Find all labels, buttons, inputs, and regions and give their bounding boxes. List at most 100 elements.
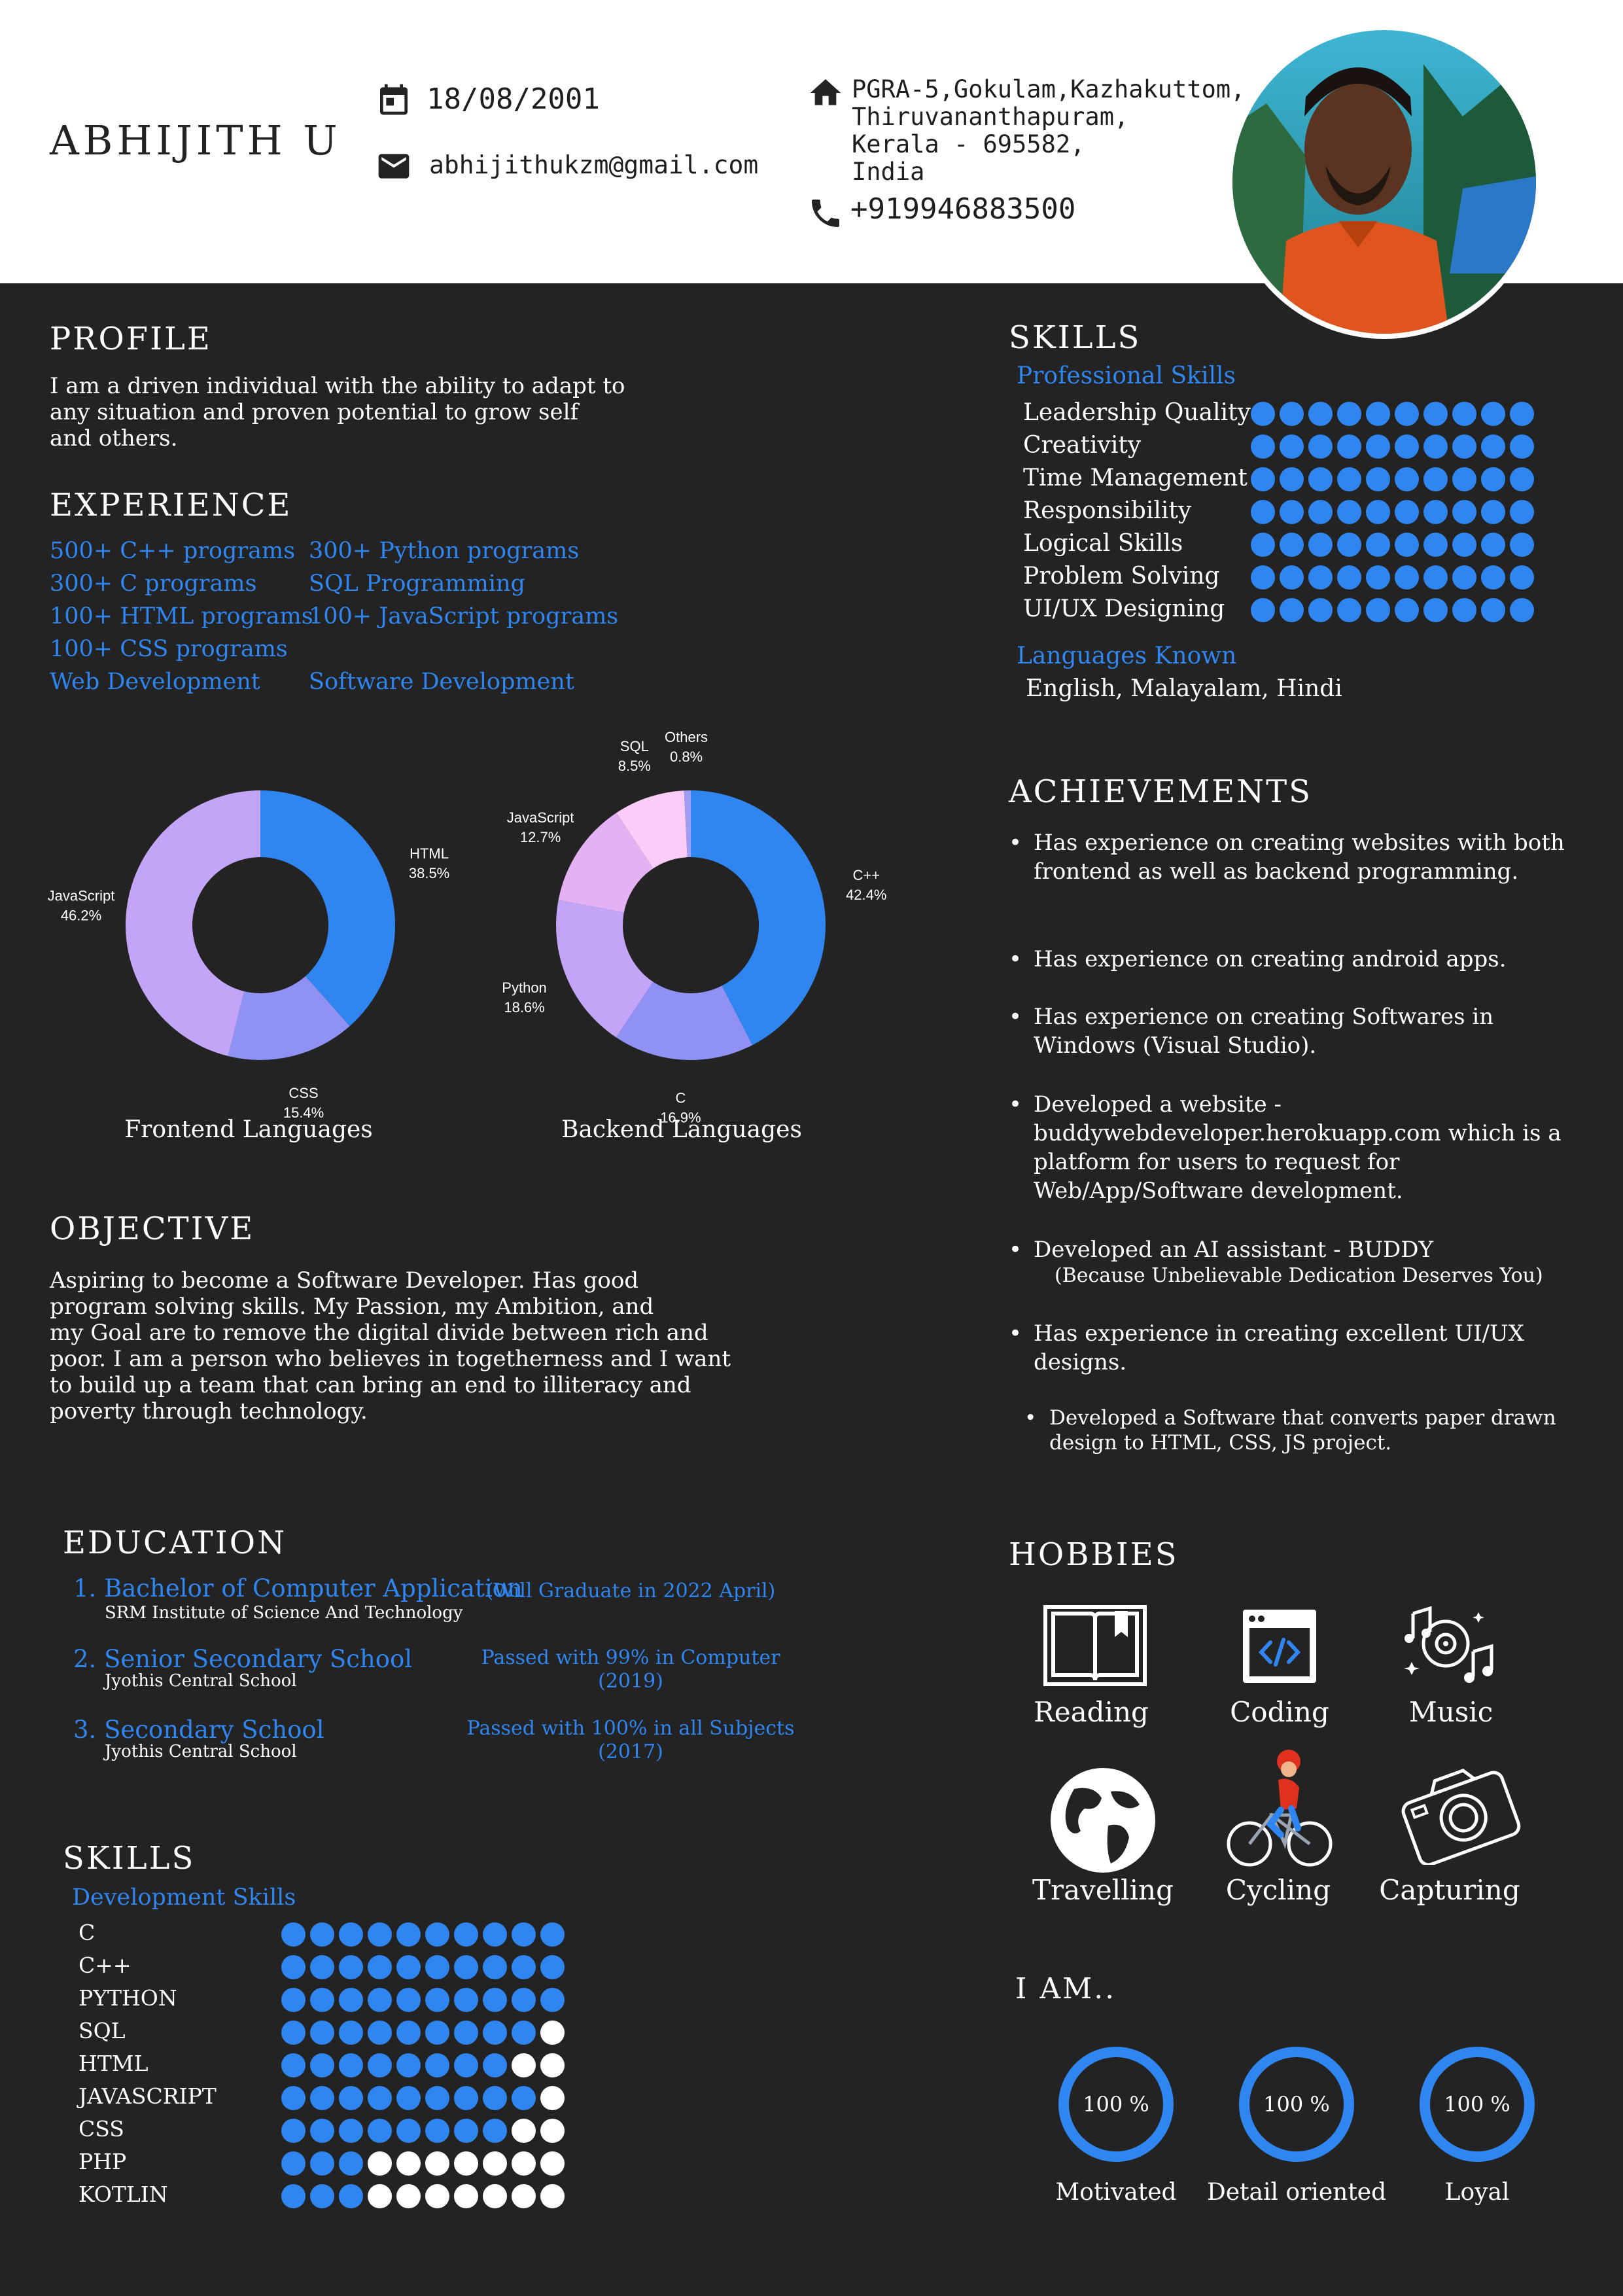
- progress-ring-value: 100 %: [1263, 2092, 1330, 2117]
- rating-dot-filled: [483, 2119, 507, 2143]
- rating-dot-filled: [1423, 467, 1448, 491]
- rating-dot-filled: [1366, 434, 1390, 459]
- education-note: Passed with 99% in Computer (2019): [481, 1646, 780, 1693]
- rating-dot-filled: [1308, 467, 1333, 491]
- rating-dot-empty: [425, 2184, 449, 2208]
- experience-item: SQL Programming: [309, 571, 525, 597]
- skill-label: PHP: [79, 2149, 127, 2174]
- skill-rating: [281, 2184, 565, 2208]
- rating-dot-filled: [1280, 500, 1304, 524]
- hobbies-title: HOBBIES: [1009, 1536, 1179, 1573]
- professional-skills-title: Professional Skills: [1017, 362, 1236, 389]
- rating-dot-empty: [512, 2151, 536, 2176]
- donut-slice: [616, 790, 688, 869]
- rating-dot-empty: [425, 2151, 449, 2176]
- rating-dot-filled: [1280, 434, 1304, 459]
- slice-value-label: 38.5%: [409, 865, 449, 881]
- rating-dot-filled: [281, 2086, 305, 2110]
- rating-dot-filled: [1280, 598, 1304, 622]
- rating-dot-filled: [1423, 500, 1448, 524]
- date-of-birth: 18/08/2001: [427, 82, 600, 116]
- rating-dot-filled: [339, 2184, 363, 2208]
- rating-dot-filled: [396, 1988, 421, 2012]
- rating-dot-filled: [281, 2151, 305, 2176]
- rating-dot-filled: [339, 1922, 363, 1947]
- slice-value-label: 8.5%: [618, 758, 651, 774]
- experience-item: 100+ HTML programs: [50, 603, 313, 629]
- rating-dot-filled: [1395, 565, 1419, 590]
- skill-label: C: [79, 1920, 96, 1945]
- rating-dot-filled: [1423, 598, 1448, 622]
- rating-dot-filled: [425, 2086, 449, 2110]
- progress-ring-graphic: [1420, 2047, 1535, 2162]
- skill-label: JAVASCRIPT: [79, 2083, 217, 2109]
- rating-dot-filled: [310, 1922, 334, 1947]
- rating-dot-filled: [1337, 598, 1361, 622]
- slice-value-label: 18.6%: [504, 999, 544, 1016]
- education-school: Jyothis Central School: [105, 1671, 297, 1691]
- rating-dot-filled: [483, 1988, 507, 2012]
- donut-slice: [228, 976, 350, 1060]
- languages-title: Languages Known: [1017, 643, 1237, 669]
- education-degree: 1. Bachelor of Computer Application: [73, 1574, 523, 1602]
- rating-dot-filled: [1481, 598, 1505, 622]
- skill-label: KOTLIN: [79, 2181, 168, 2207]
- education-title: EDUCATION: [63, 1525, 287, 1561]
- rating-dot-empty: [368, 2151, 392, 2176]
- rating-dot-empty: [512, 2053, 536, 2077]
- rating-dot-filled: [1452, 500, 1476, 524]
- skill-rating: [281, 2086, 565, 2110]
- skill-label: Creativity: [1023, 432, 1142, 459]
- backend-donut: C++ 42.4% C 16.9% Python 18.6% JavaScript 12.7%…: [502, 729, 886, 1125]
- slice-category-label: Others: [665, 729, 708, 745]
- experience-item: 300+ C programs: [50, 571, 257, 597]
- profile-photo: [1227, 25, 1541, 339]
- rating-dot-filled: [310, 1955, 334, 1979]
- rating-dot-filled: [540, 1955, 565, 1979]
- rating-dot-empty: [483, 2151, 507, 2176]
- rating-dot-empty: [540, 2119, 565, 2143]
- skill-rating: [281, 1922, 565, 1947]
- skill-rating: [1251, 434, 1534, 459]
- rating-dot-filled: [1452, 565, 1476, 590]
- rating-dot-filled: [425, 1988, 449, 2012]
- objective-line: poor. I am a person who believes in toge…: [50, 1346, 731, 1372]
- rating-dot-filled: [1423, 434, 1448, 459]
- rating-dot-filled: [1423, 565, 1448, 590]
- email-link[interactable]: abhijithukzm@gmail.com: [429, 150, 759, 179]
- skill-label: UI/UX Designing: [1023, 595, 1225, 622]
- rating-dot-filled: [512, 2021, 536, 2045]
- slice-category-label: C++: [852, 867, 880, 883]
- objective-text: Aspiring to become a Software Developer.…: [50, 1267, 743, 1424]
- phone-number[interactable]: +919946883500: [850, 192, 1076, 226]
- rating-dot-filled: [425, 2021, 449, 2045]
- education-school: Jyothis Central School: [105, 1742, 297, 1761]
- rating-dot-empty: [454, 2184, 478, 2208]
- skill-rating: [281, 1955, 565, 1979]
- progress-ring-arc: [1058, 2047, 1174, 2162]
- rating-dot-filled: [1481, 500, 1505, 524]
- skill-rating: [1251, 533, 1534, 557]
- objective-line: my Goal are to remove the digital divide…: [50, 1320, 708, 1346]
- experience-item: 500+ C++ programs: [50, 538, 296, 564]
- progress-ring-value: 100 %: [1083, 2092, 1149, 2117]
- experience-item: 100+ CSS programs: [50, 636, 288, 662]
- achievement-item: Has experience on creating websites with…: [1009, 828, 1570, 886]
- hobby-label: Capturing: [1379, 1874, 1520, 1906]
- hobby-label: Reading: [1034, 1696, 1149, 1728]
- progress-ring: 100 %: [1238, 2045, 1355, 2163]
- achievement-item: Developed a website - buddywebdeveloper.…: [1009, 1090, 1570, 1205]
- rating-dot-filled: [454, 1955, 478, 1979]
- rating-dot-filled: [483, 2053, 507, 2077]
- education-note: (Will Graduate in 2022 April): [485, 1580, 776, 1602]
- rating-dot-filled: [512, 1988, 536, 2012]
- hobby-label: Music: [1408, 1696, 1493, 1728]
- address-line: India: [852, 158, 925, 186]
- progress-ring-label: Motivated: [1055, 2179, 1177, 2206]
- slice-value-label: 16.9%: [660, 1110, 701, 1126]
- profile-text: I am a driven individual with the abilit…: [50, 373, 625, 451]
- rating-dot-filled: [512, 2086, 536, 2110]
- rating-dot-filled: [396, 2086, 421, 2110]
- rating-dot-filled: [1395, 500, 1419, 524]
- rating-dot-filled: [454, 2119, 478, 2143]
